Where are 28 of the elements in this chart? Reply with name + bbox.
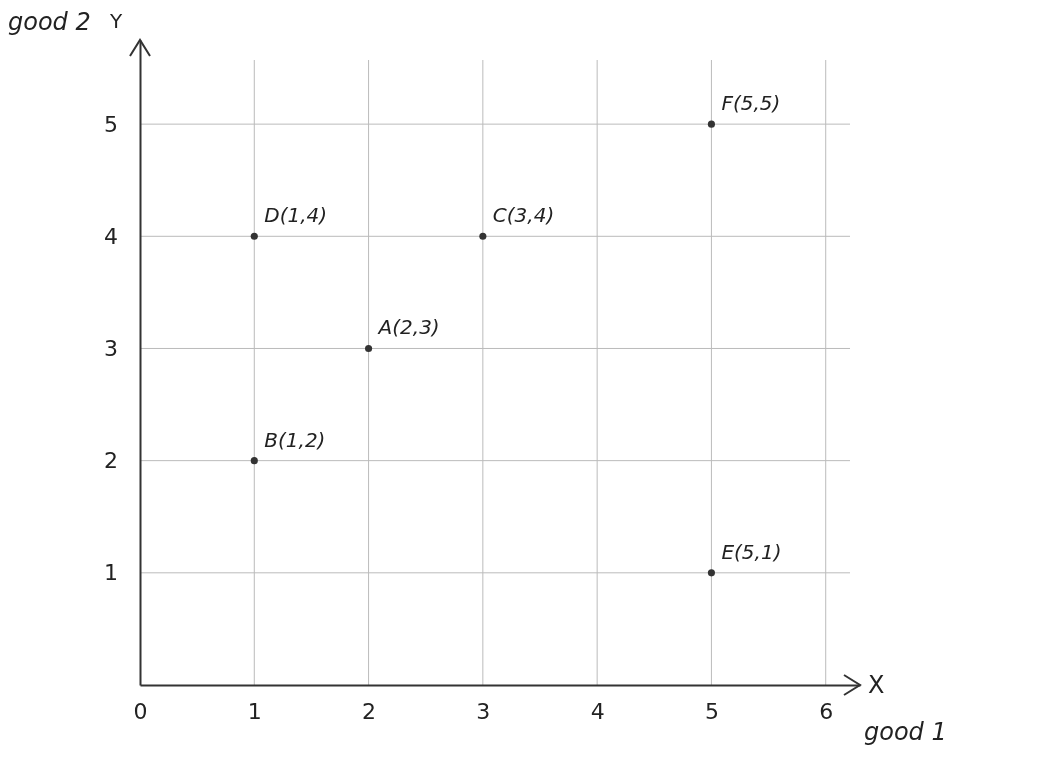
x-tick-label: 1 bbox=[247, 698, 262, 724]
point bbox=[707, 120, 715, 128]
y-axis-title: good 2 bbox=[8, 8, 91, 36]
x-tick-label: 3 bbox=[476, 698, 491, 724]
annotation: B(1,2) bbox=[264, 427, 326, 452]
y-tick-label: 1 bbox=[104, 560, 118, 586]
point bbox=[479, 232, 487, 240]
x-tick-label: 6 bbox=[819, 698, 834, 724]
annotation: E(5,1) bbox=[721, 539, 782, 564]
x-tick-label: 2 bbox=[362, 698, 377, 724]
annotation: C(3,4) bbox=[492, 203, 555, 228]
y-tick-label: 2 bbox=[104, 448, 118, 474]
point bbox=[707, 569, 715, 577]
point bbox=[250, 232, 258, 240]
annotation: D(1,4) bbox=[264, 203, 328, 228]
x-tick-label: 5 bbox=[704, 698, 719, 724]
y-tick-label: 5 bbox=[104, 111, 118, 137]
y-tick-label: 3 bbox=[104, 336, 118, 362]
annotation: A(2,3) bbox=[376, 315, 440, 340]
point bbox=[365, 344, 373, 353]
annotation: F(5,5) bbox=[721, 91, 781, 116]
x-tick-label: 0 bbox=[133, 698, 148, 724]
y-tick-label: 4 bbox=[104, 223, 118, 249]
text: X bbox=[868, 671, 885, 699]
x-tick-label: 4 bbox=[590, 698, 605, 724]
text: Y bbox=[109, 9, 123, 33]
point bbox=[250, 457, 258, 465]
x-axis-title: good 1 bbox=[864, 718, 947, 746]
